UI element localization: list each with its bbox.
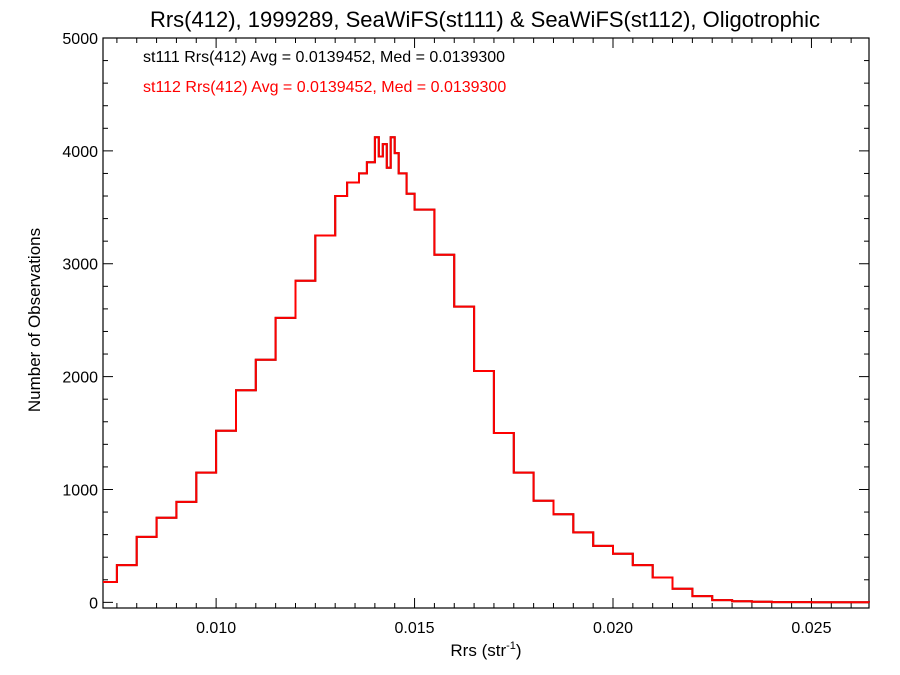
y-tick-label: 5000 xyxy=(62,31,98,48)
series-st112-line xyxy=(103,136,870,604)
legend-st111: st111 Rrs(412) Avg = 0.0139452, Med = 0.… xyxy=(143,49,505,66)
y-tick-label: 2000 xyxy=(62,370,98,387)
series-st111-line xyxy=(103,136,870,604)
y-tick-label: 4000 xyxy=(62,144,98,161)
x-tick-label: 0.015 xyxy=(395,620,435,637)
x-axis-label-exponent: -1 xyxy=(506,640,516,652)
legend-st112: st112 Rrs(412) Avg = 0.0139452, Med = 0.… xyxy=(143,79,506,96)
x-axis-label: Rrs (str-1) xyxy=(450,640,521,660)
y-tick-label: 0 xyxy=(89,595,98,612)
y-axis-label: Number of Observations xyxy=(25,228,44,412)
x-tick-label: 0.020 xyxy=(593,620,633,637)
x-axis-label-main: Rrs (str xyxy=(450,641,506,660)
x-tick-label: 0.010 xyxy=(196,620,236,637)
chart-title: Rrs(412), 1999289, SeaWiFS(st111) & SeaW… xyxy=(150,7,820,32)
y-tick-label: 3000 xyxy=(62,257,98,274)
x-tick-label: 0.025 xyxy=(791,620,831,637)
x-axis-label-close: ) xyxy=(516,641,522,660)
axis-ticks: 0.010 0.015 0.020 0.025 0 1000 2000 3000 4000 500… xyxy=(62,31,869,637)
y-tick-label: 1000 xyxy=(62,482,98,499)
histogram-series xyxy=(103,136,870,604)
plot-frame xyxy=(102,37,870,609)
